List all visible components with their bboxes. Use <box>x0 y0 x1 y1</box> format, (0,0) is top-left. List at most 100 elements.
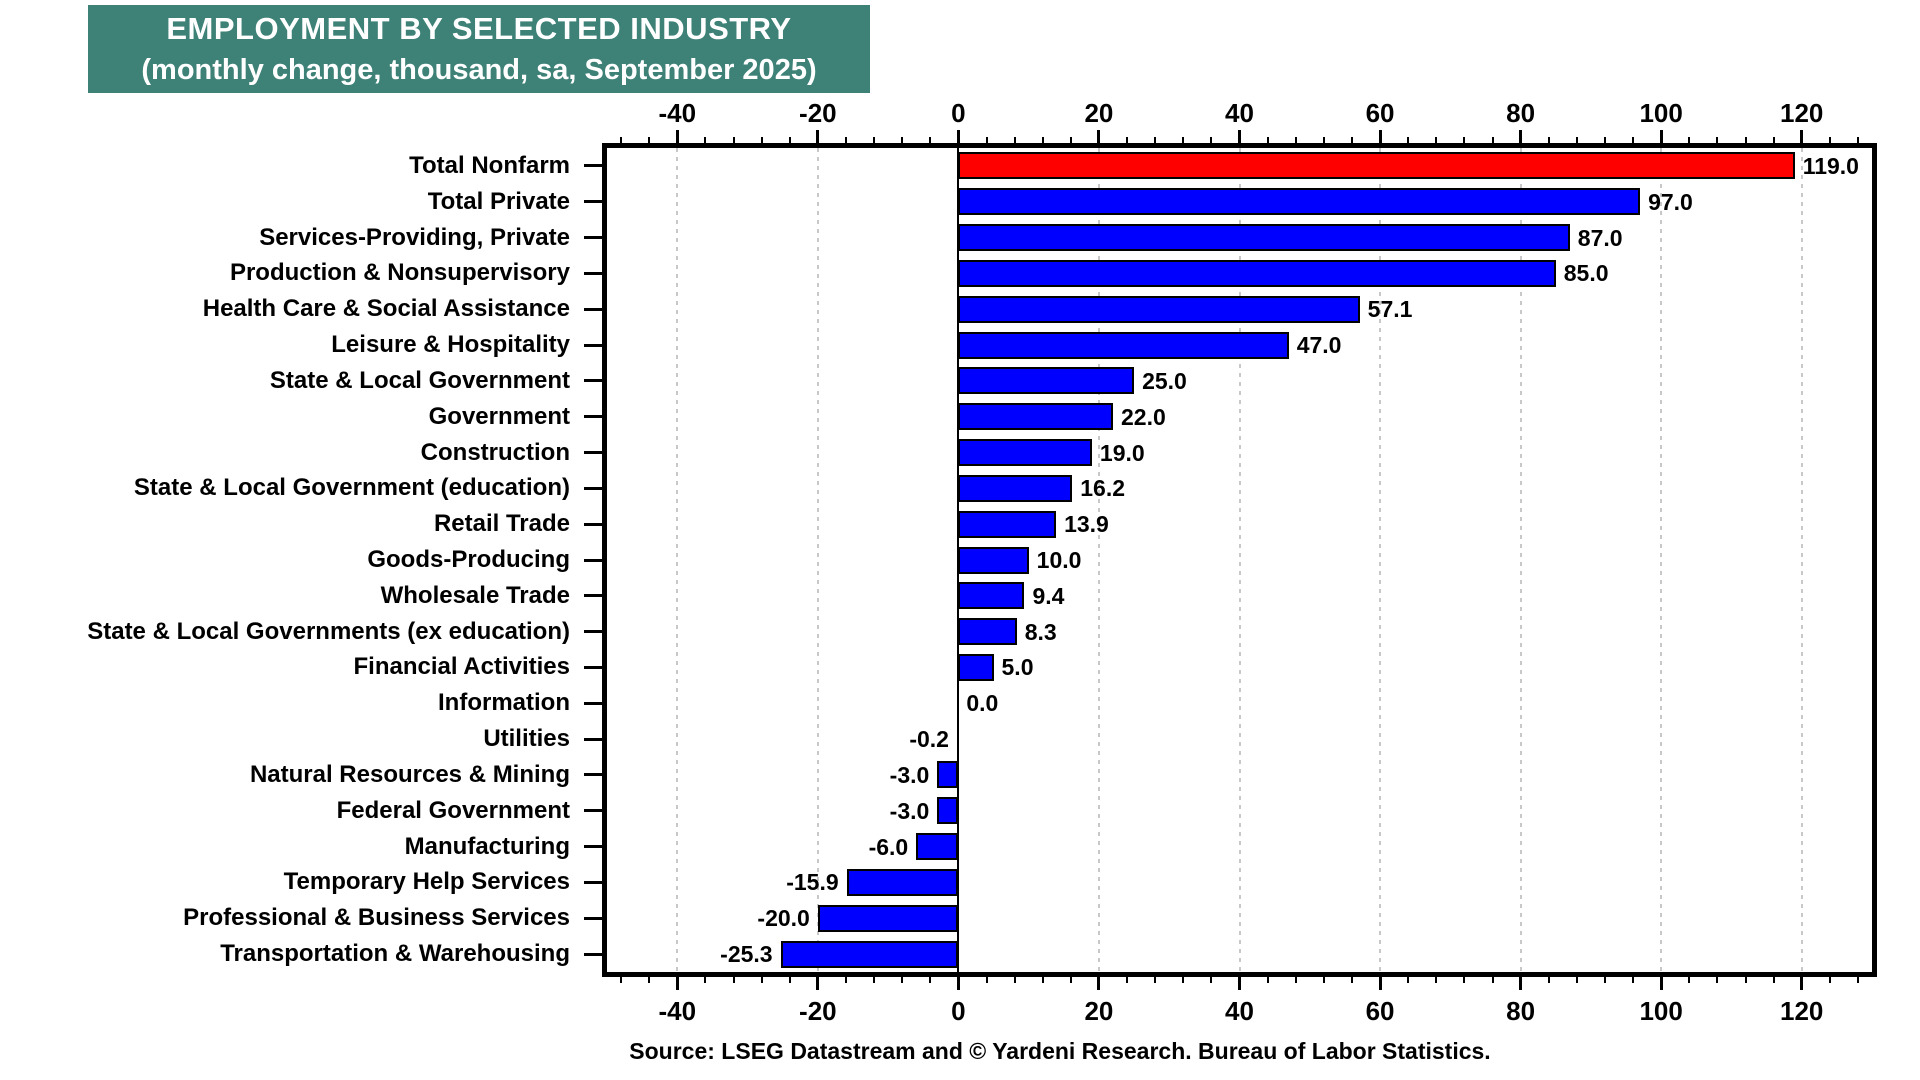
bar-value-label: -25.3 <box>720 941 773 968</box>
x-major-tick-bottom <box>1519 977 1523 990</box>
bar <box>958 224 1570 252</box>
x-minor-tick-top <box>732 137 735 143</box>
category-tick <box>584 343 602 347</box>
category-label: Professional & Business Services <box>183 904 570 932</box>
x-major-tick-bottom <box>1378 977 1382 990</box>
category-tick <box>584 415 602 419</box>
category-tick <box>584 307 602 311</box>
bar <box>958 403 1113 431</box>
category-tick <box>584 558 602 562</box>
x-minor-tick-bottom <box>1294 977 1297 983</box>
bar-value-label: 25.0 <box>1142 367 1187 394</box>
x-minor-tick-bottom <box>1126 977 1129 983</box>
x-minor-tick-top <box>1435 137 1438 143</box>
x-minor-tick-top <box>1828 137 1831 143</box>
x-axis-tick-label-top: 60 <box>1365 98 1395 128</box>
bar <box>780 940 959 968</box>
bar-value-label: 87.0 <box>1577 224 1623 251</box>
x-minor-tick-top <box>648 137 651 143</box>
chart-subtitle: (monthly change, thousand, sa, September… <box>141 54 817 86</box>
bar-value-label: 10.0 <box>1036 547 1082 573</box>
bar-value-label: 5.0 <box>1001 654 1034 681</box>
x-axis-tick-label-top: 40 <box>1225 98 1254 128</box>
x-axis-tick-label-bottom: 20 <box>1084 996 1114 1026</box>
gridline <box>1800 148 1803 972</box>
category-tick <box>584 200 602 204</box>
x-axis-tick-label-top: 20 <box>1084 98 1114 128</box>
x-minor-tick-bottom <box>732 977 735 983</box>
x-minor-tick-top <box>1856 137 1859 143</box>
category-tick <box>584 701 602 705</box>
x-minor-tick-top <box>1407 137 1410 143</box>
bar <box>937 797 959 825</box>
category-label: Retail Trade <box>433 510 570 538</box>
x-minor-tick-bottom <box>1547 977 1550 983</box>
x-axis-tick-label-bottom: -40 <box>658 996 697 1026</box>
gridline <box>676 148 679 972</box>
x-minor-tick-top <box>1744 137 1747 143</box>
x-minor-tick-bottom <box>1210 977 1213 983</box>
x-minor-tick-bottom <box>1154 977 1157 983</box>
bar <box>958 546 1029 574</box>
category-tick <box>584 451 602 455</box>
bar <box>958 510 1057 538</box>
x-major-tick-top <box>816 130 820 143</box>
x-minor-tick-top <box>1322 137 1325 143</box>
x-minor-tick-bottom <box>1491 977 1494 983</box>
bar-value-label: 8.3 <box>1024 618 1057 645</box>
x-minor-tick-bottom <box>1407 977 1410 983</box>
category-tick <box>584 737 602 741</box>
x-minor-tick-bottom <box>1266 977 1269 983</box>
chart-title-box: EMPLOYMENT BY SELECTED INDUSTRY (monthly… <box>88 5 870 93</box>
x-minor-tick-top <box>1154 137 1157 143</box>
category-label: Total Nonfarm <box>409 151 570 179</box>
x-minor-tick-top <box>788 137 791 143</box>
x-minor-tick-top <box>1772 137 1775 143</box>
category-label: Transportation & Warehousing <box>220 940 570 968</box>
x-minor-tick-top <box>1182 137 1185 143</box>
x-axis-tick-label-top: -20 <box>799 98 837 128</box>
x-major-tick-bottom <box>1800 977 1804 990</box>
x-minor-tick-top <box>1041 137 1044 143</box>
x-minor-tick-top <box>1491 137 1494 143</box>
x-minor-tick-top <box>1126 137 1129 143</box>
x-minor-tick-bottom <box>1856 977 1859 983</box>
x-minor-tick-top <box>620 137 623 143</box>
bar <box>958 152 1795 180</box>
bar <box>958 259 1556 287</box>
category-label: Temporary Help Services <box>283 868 570 896</box>
category-label: Leisure & Hospitality <box>331 331 570 359</box>
bar-value-label: -6.0 <box>868 833 909 860</box>
x-minor-tick-top <box>1547 137 1550 143</box>
category-tick <box>584 164 602 168</box>
x-axis-tick-label-bottom: 100 <box>1639 996 1683 1026</box>
category-tick <box>584 522 602 526</box>
x-minor-tick-top <box>929 137 932 143</box>
category-tick <box>584 594 602 598</box>
x-minor-tick-bottom <box>1688 977 1691 983</box>
category-label: Services-Providing, Private <box>259 223 570 251</box>
x-minor-tick-top <box>873 137 876 143</box>
bar <box>937 761 959 789</box>
x-minor-tick-bottom <box>1069 977 1072 983</box>
x-minor-tick-bottom <box>1744 977 1747 983</box>
x-minor-tick-top <box>1575 137 1578 143</box>
x-minor-tick-bottom <box>1772 977 1775 983</box>
x-axis-tick-label-bottom: 120 <box>1780 996 1824 1026</box>
category-label: State & Local Governments (ex education) <box>87 617 570 645</box>
x-minor-tick-bottom <box>1013 977 1016 983</box>
x-minor-tick-bottom <box>704 977 707 983</box>
x-minor-tick-top <box>1716 137 1719 143</box>
category-label: Government <box>428 402 570 430</box>
x-major-tick-top <box>1097 130 1101 143</box>
category-label: Total Private <box>427 187 570 215</box>
x-axis-tick-label-bottom: 40 <box>1225 996 1254 1026</box>
x-minor-tick-bottom <box>929 977 932 983</box>
category-tick <box>584 630 602 634</box>
bar <box>958 582 1025 610</box>
bar <box>958 188 1641 216</box>
category-label: Production & Nonsupervisory <box>229 259 570 287</box>
bar-value-label: -3.0 <box>889 761 930 788</box>
x-axis-tick-label-bottom: 80 <box>1506 996 1536 1026</box>
x-major-tick-bottom <box>1238 977 1241 990</box>
